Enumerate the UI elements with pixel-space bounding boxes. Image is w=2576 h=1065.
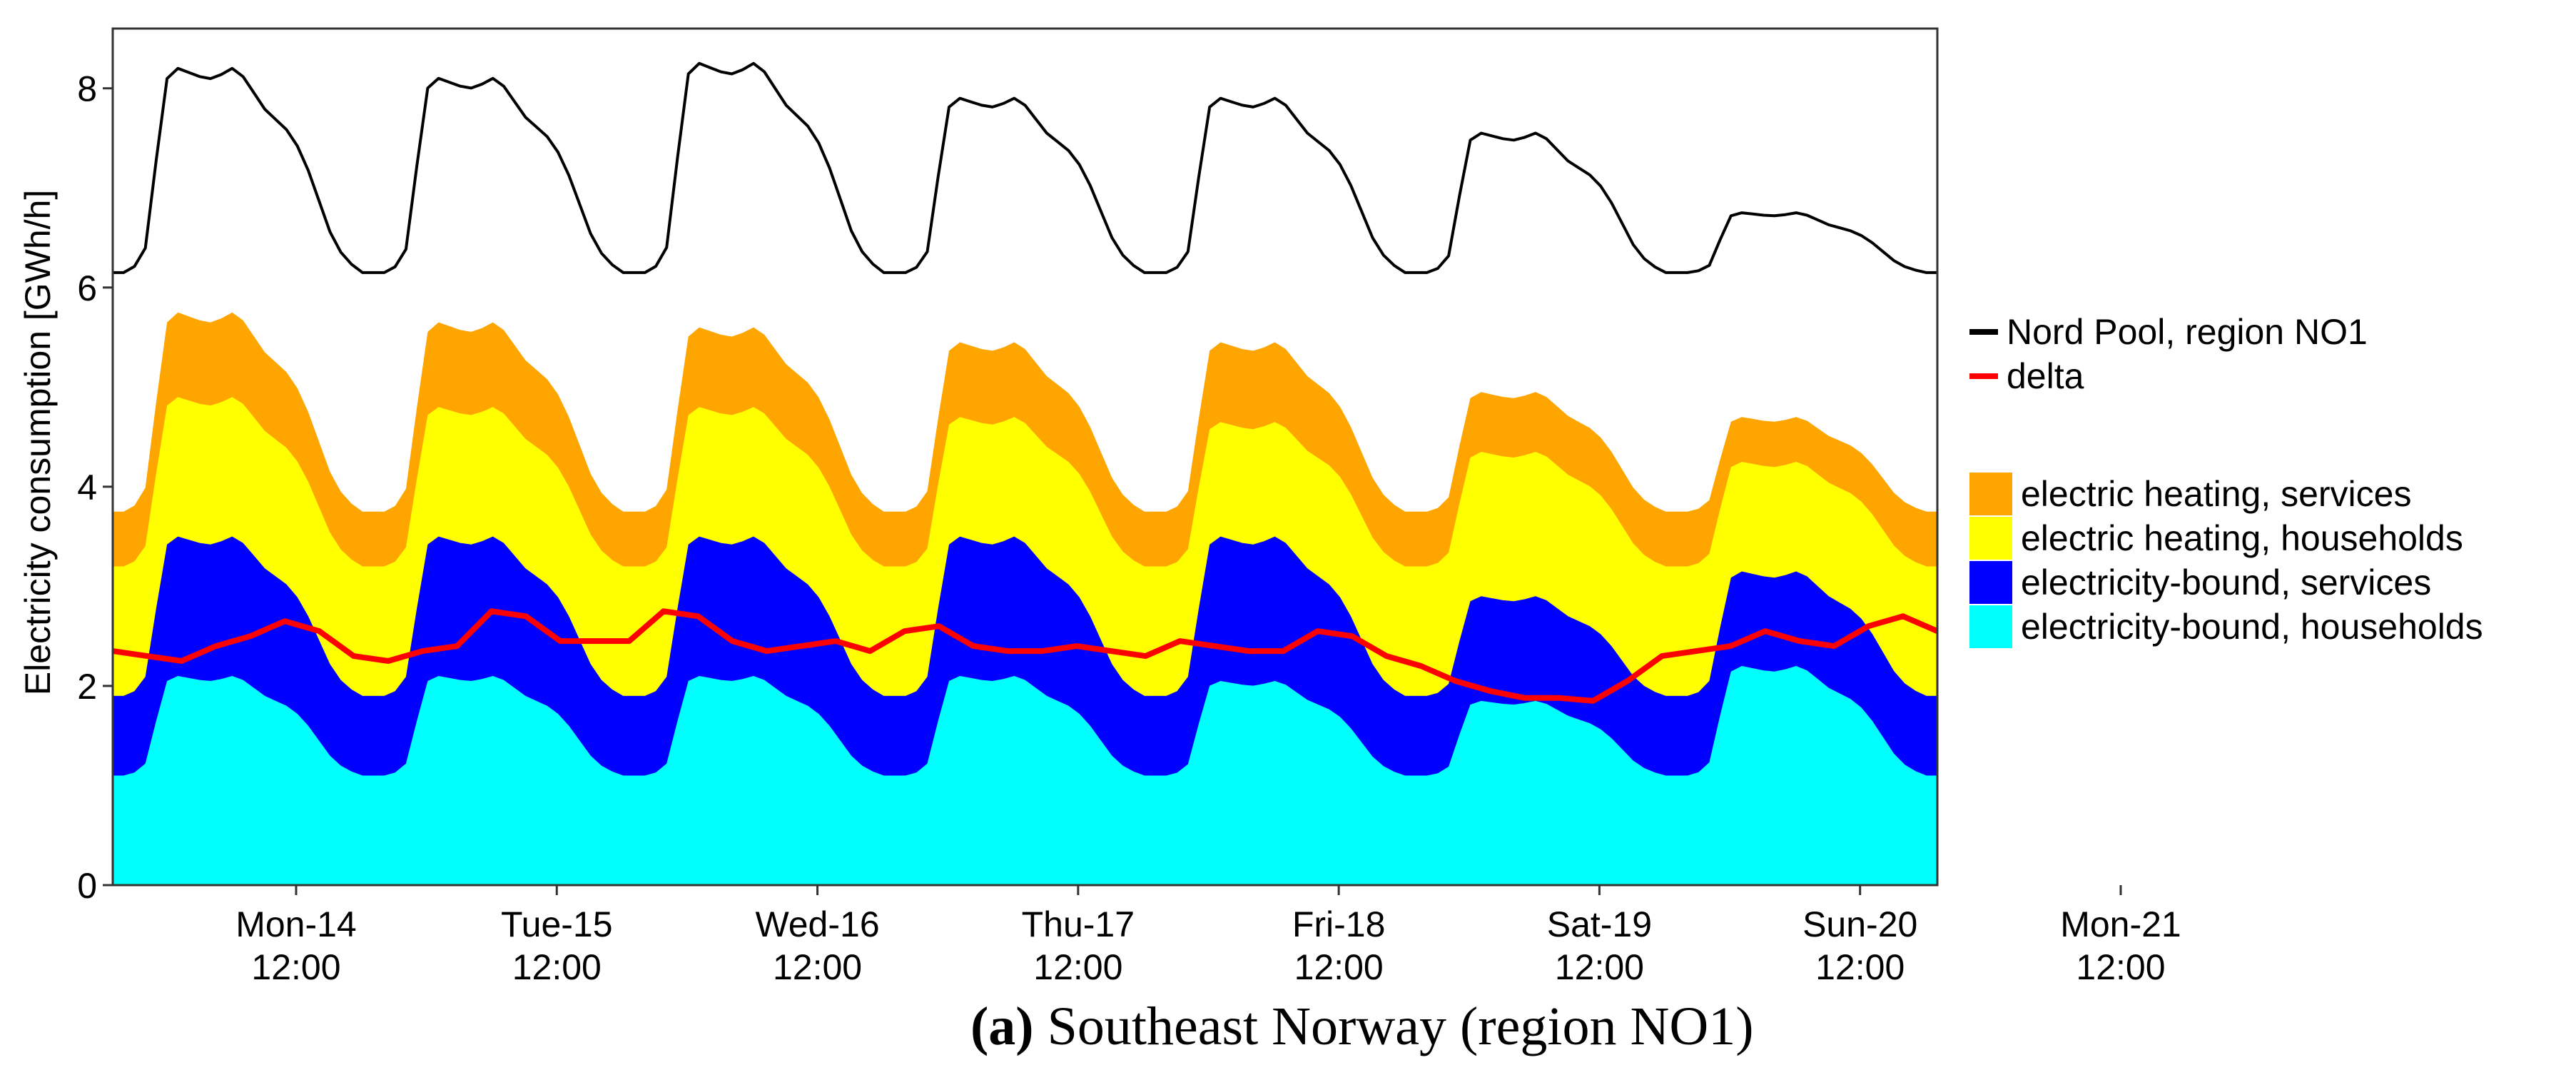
x-tick-label-time: 12:00 (2076, 947, 2165, 987)
area-electricity-bound-households (113, 666, 1937, 885)
y-axis: 0 2 4 6 8 (77, 69, 113, 906)
x-tick-label-day: Wed-16 (755, 904, 879, 944)
x-tick-label-time: 12:00 (512, 947, 602, 987)
stacked-areas (113, 312, 1937, 885)
y-axis-label: Electricity consumption [GWh/h] (18, 190, 58, 696)
legend-label: delta (2007, 356, 2084, 396)
x-tick-label-time: 12:00 (1815, 947, 1905, 987)
plot-frame (111, 27, 1939, 887)
x-tick-label-time: 12:00 (1555, 947, 1644, 987)
y-tick-label: 4 (77, 468, 97, 508)
caption-letter: (a) (970, 996, 1034, 1056)
x-axis: Mon-1412:00Tue-1512:00Wed-1612:00Thu-171… (235, 885, 2181, 987)
x-tick-label-day: Mon-14 (235, 904, 357, 944)
x-tick-label-day: Sun-20 (1802, 904, 1917, 944)
legend-area-swatch (1969, 473, 2012, 515)
y-tick-label: 6 (77, 268, 97, 308)
line-delta (112, 608, 1939, 704)
x-tick-label-time: 12:00 (1294, 947, 1384, 987)
legend-label: electric heating, services (2021, 474, 2411, 514)
legend-area-swatch (1969, 561, 2012, 604)
y-tick-label: 8 (77, 69, 97, 109)
x-tick-label-day: Fri-18 (1292, 904, 1386, 944)
y-tick-label: 0 (77, 866, 97, 906)
x-tick-label-day: Mon-21 (2060, 904, 2181, 944)
legend-label: electricity-bound, households (2021, 607, 2483, 647)
legend-label: electric heating, households (2021, 518, 2463, 558)
y-tick-label: 2 (77, 667, 97, 707)
caption-text: Southeast Norway (region NO1) (1033, 996, 1754, 1056)
legend-area-swatch (1969, 517, 2012, 560)
x-tick-label-day: Tue-15 (501, 904, 613, 944)
series-lines (112, 61, 1939, 704)
legend-area-swatch (1969, 605, 2012, 648)
figure-caption: (a) Southeast Norway (region NO1) (970, 996, 1754, 1058)
x-tick-label-time: 12:00 (773, 947, 862, 987)
x-tick-label-day: Sat-19 (1547, 904, 1652, 944)
line-nord-pool-region-no1 (113, 61, 1937, 274)
x-tick-label-time: 12:00 (251, 947, 340, 987)
legend-label: electricity-bound, services (2021, 562, 2431, 602)
x-tick-label-day: Thu-17 (1022, 904, 1135, 944)
legend-label: Nord Pool, region NO1 (2007, 312, 2368, 352)
x-tick-label-time: 12:00 (1033, 947, 1122, 987)
